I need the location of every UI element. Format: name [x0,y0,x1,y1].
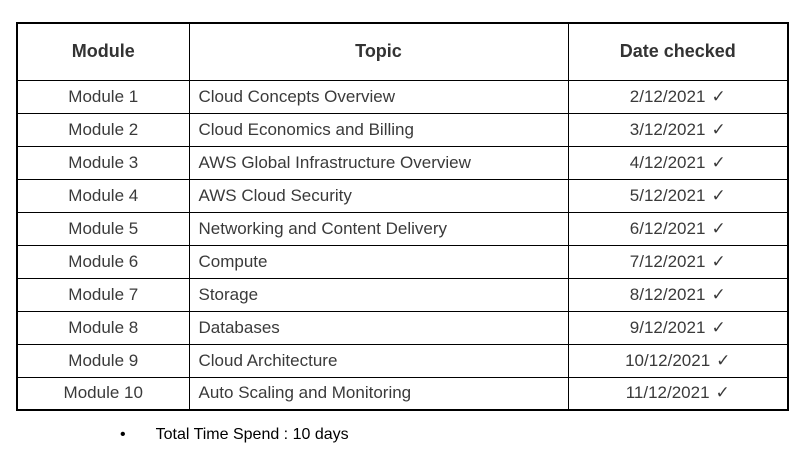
total-time-note-text: Total Time Spend : 10 days [155,426,349,443]
table-row: Module 3 AWS Global Infrastructure Overvi… [16,145,789,180]
check-icon: ✓ [711,119,726,139]
date-value: 7/12/2021 [629,251,706,271]
topic-cell: Cloud Concepts Overview [188,79,569,114]
module-cell: Module 7 [16,277,190,312]
check-icon: ✓ [711,218,726,238]
date-checked-cell: 6/12/2021 ✓ [567,211,789,246]
header-module: Module [16,22,190,81]
topic-cell: Cloud Architecture [188,343,569,378]
check-icon: ✓ [711,152,726,172]
topic-cell: Networking and Content Delivery [188,211,569,246]
module-cell: Module 10 [16,376,190,411]
total-time-note: • Total Time Spend : 10 days [120,426,349,444]
date-value: 9/12/2021 [629,317,706,337]
table-row: Module 5 Networking and Content Delivery 6… [16,211,789,246]
table-row: Module 7 Storage 8/12/2021 ✓ [16,277,789,312]
check-icon: ✓ [711,86,726,106]
table-body: Module 1 Cloud Concepts Overview 2/12/2021… [16,79,789,411]
table-row: Module 8 Databases 9/12/2021 ✓ [16,310,789,345]
check-icon: ✓ [711,284,726,304]
date-checked-cell: 3/12/2021 ✓ [567,112,789,147]
topic-cell: Databases [188,310,569,345]
date-value: 6/12/2021 [629,218,706,238]
date-checked-cell: 9/12/2021 ✓ [567,310,789,345]
check-icon: ✓ [711,251,726,271]
date-value: 3/12/2021 [629,119,706,139]
header-date-checked: Date checked [567,22,789,81]
module-cell: Module 1 [16,79,190,114]
date-checked-cell: 11/12/2021 ✓ [567,376,789,411]
date-value: 11/12/2021 [625,383,710,403]
module-cell: Module 2 [16,112,190,147]
check-icon: ✓ [711,317,726,337]
topic-cell: Cloud Economics and Billing [188,112,569,147]
check-icon: ✓ [716,350,731,370]
table-row: Module 1 Cloud Concepts Overview 2/12/2021… [16,79,789,114]
module-cell: Module 3 [16,145,190,180]
table-header: Module Topic Date checked [16,22,789,81]
table-row: Module 4 AWS Cloud Security 5/12/2021 ✓ [16,178,789,213]
check-icon: ✓ [715,383,730,403]
topic-cell: Storage [188,277,569,312]
header-topic: Topic [188,22,569,81]
date-checked-cell: 7/12/2021 ✓ [567,244,789,279]
module-cell: Module 5 [16,211,190,246]
date-value: 5/12/2021 [629,185,706,205]
table-row: Module 2 Cloud Economics and Billing 3/12/… [16,112,789,147]
header-row: Module Topic Date checked [16,22,789,81]
module-cell: Module 8 [16,310,190,345]
date-value: 8/12/2021 [629,284,706,304]
table-row: Module 10 Auto Scaling and Monitoring 11/1… [16,376,789,411]
check-icon: ✓ [711,185,726,205]
topic-cell: Auto Scaling and Monitoring [188,376,569,411]
date-checked-cell: 4/12/2021 ✓ [567,145,789,180]
bullet-icon: • [120,426,126,443]
topic-cell: Compute [188,244,569,279]
date-value: 10/12/2021 [625,350,711,370]
topic-cell: AWS Cloud Security [188,178,569,213]
module-cell: Module 4 [16,178,190,213]
date-checked-cell: 5/12/2021 ✓ [567,178,789,213]
date-checked-cell: 2/12/2021 ✓ [567,79,789,114]
date-value: 4/12/2021 [629,152,706,172]
table-row: Module 9 Cloud Architecture 10/12/2021 ✓ [16,343,789,378]
module-cell: Module 9 [16,343,190,378]
topic-cell: AWS Global Infrastructure Overview [188,145,569,180]
date-value: 2/12/2021 [629,86,706,106]
date-checked-cell: 10/12/2021 ✓ [567,343,789,378]
date-checked-cell: 8/12/2021 ✓ [567,277,789,312]
table-row: Module 6 Compute 7/12/2021 ✓ [16,244,789,279]
module-cell: Module 6 [16,244,190,279]
module-schedule-table: Module Topic Date checked Module 1 Cloud … [16,22,789,411]
